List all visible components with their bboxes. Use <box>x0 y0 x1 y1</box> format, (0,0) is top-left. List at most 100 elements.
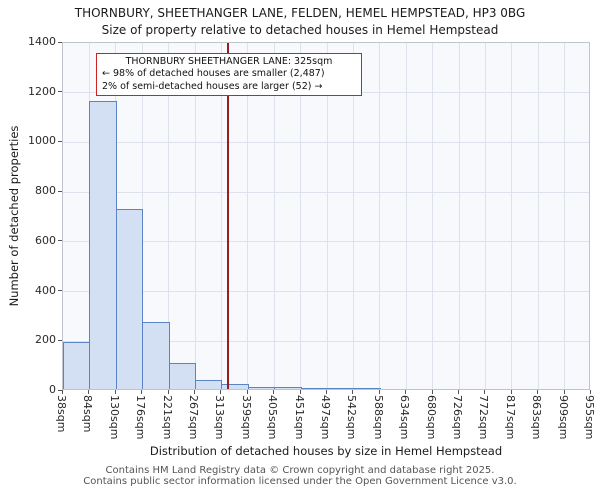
histogram-bar <box>300 387 328 389</box>
x-tick-mark <box>194 390 195 394</box>
x-tick-label: 38sqm <box>55 395 68 433</box>
x-tick-mark <box>62 390 63 394</box>
histogram-bar <box>274 387 302 389</box>
v-gridline <box>247 43 249 389</box>
x-tick-label: 405sqm <box>266 395 280 440</box>
v-gridline <box>379 43 381 389</box>
x-tick-mark <box>220 390 222 394</box>
y-tick-label: 0 <box>49 383 56 396</box>
x-tick-label: 84sqm <box>81 395 95 433</box>
y-tick-label: 1200 <box>28 84 56 98</box>
x-tick-label: 634sqm <box>398 395 412 440</box>
x-tick-mark <box>299 390 301 394</box>
histogram-bar <box>142 321 170 389</box>
v-gridline <box>168 43 170 389</box>
histogram-bar <box>327 387 355 389</box>
v-gridline <box>484 43 486 389</box>
x-tick-mark <box>273 390 275 394</box>
y-tick-label: 600 <box>35 233 56 247</box>
x-tick-mark <box>352 390 354 394</box>
bars-layer <box>63 43 589 389</box>
histogram-bar <box>63 341 91 389</box>
x-tick-label: 909sqm <box>556 395 570 440</box>
x-tick-label: 680sqm <box>424 395 438 440</box>
x-axis-label: Distribution of detached houses by size … <box>149 444 503 458</box>
x-tick-label: 588sqm <box>371 395 385 440</box>
x-tick-mark <box>378 390 380 394</box>
x-tick-mark <box>563 390 565 394</box>
v-gridline <box>220 43 222 389</box>
v-gridline <box>352 43 354 389</box>
h-gridline <box>63 241 589 243</box>
x-tick-label: 176sqm <box>134 395 148 440</box>
v-gridline <box>432 43 434 389</box>
x-tick-label: 359sqm <box>239 395 253 440</box>
histogram-bar <box>195 380 223 389</box>
y-tick-mark <box>58 339 62 341</box>
histogram-bar <box>221 384 249 389</box>
annotation-larger-stat: 2% of semi-detached houses are larger (5… <box>102 80 323 92</box>
footer-line-1: Contains HM Land Registry data © Crown c… <box>105 465 495 476</box>
chart-title: THORNBURY, SHEETHANGER LANE, FELDEN, HEM… <box>74 6 526 20</box>
x-tick-mark <box>141 390 143 394</box>
y-tick-label: 200 <box>35 333 56 347</box>
x-tick-label: 267sqm <box>187 395 200 440</box>
property-size-marker-line <box>227 43 230 389</box>
h-gridline <box>63 141 589 143</box>
h-gridline <box>63 340 589 342</box>
y-tick-label: 800 <box>35 184 56 198</box>
v-gridline <box>458 43 460 389</box>
x-tick-label: 817sqm <box>503 395 517 440</box>
x-tick-label: 313sqm <box>213 395 227 440</box>
y-tick-mark <box>58 91 62 93</box>
y-tick-label: 1000 <box>28 134 56 148</box>
y-tick-mark <box>58 190 62 192</box>
x-tick-label: 863sqm <box>530 395 544 440</box>
histogram-bar <box>115 208 144 389</box>
x-tick-mark <box>114 390 116 394</box>
histogram-bar <box>89 100 117 389</box>
h-gridline <box>63 291 589 293</box>
x-tick-mark <box>405 390 407 394</box>
histogram-bar <box>353 387 381 389</box>
annotation-title: THORNBURY SHEETHANGER LANE: 325sqm <box>125 56 333 67</box>
y-axis-label: Number of detached properties <box>7 125 21 307</box>
x-tick-label: 772sqm <box>477 395 491 440</box>
x-tick-label: 955sqm <box>583 395 596 440</box>
y-tick-mark <box>58 140 62 142</box>
v-gridline <box>405 43 407 389</box>
x-tick-label: 726sqm <box>451 395 464 440</box>
plot-area: THORNBURY SHEETHANGER LANE: 325sqm ← 98%… <box>62 42 590 390</box>
x-tick-label: 130sqm <box>107 395 121 440</box>
v-gridline <box>194 43 196 389</box>
histogram-bar <box>247 386 276 389</box>
v-gridline <box>273 43 275 389</box>
x-tick-mark <box>510 390 512 394</box>
x-tick-label: 221sqm <box>160 395 174 440</box>
x-tick-label: 497sqm <box>319 395 332 440</box>
y-tick-mark <box>58 240 62 242</box>
chart-subtitle: Size of property relative to detached ho… <box>101 23 499 37</box>
y-tick-label: 1400 <box>28 35 56 48</box>
v-gridline <box>564 43 566 389</box>
y-tick-mark <box>58 290 62 292</box>
y-tick-label: 400 <box>35 283 56 297</box>
x-tick-mark <box>88 390 90 394</box>
y-tick-mark <box>58 41 62 43</box>
h-gridline <box>63 191 589 193</box>
y-tick-mark <box>58 389 62 391</box>
x-tick-label: 542sqm <box>345 395 359 440</box>
x-tick-mark <box>167 390 169 394</box>
histogram-bar <box>168 362 196 389</box>
x-tick-mark <box>326 390 327 394</box>
v-gridline <box>511 43 513 389</box>
x-tick-label: 451sqm <box>292 395 306 440</box>
footer-line-2: Contains public sector information licen… <box>83 476 517 487</box>
annotation-box: THORNBURY SHEETHANGER LANE: 325sqm ← 98%… <box>96 53 362 97</box>
x-tick-mark <box>590 390 591 394</box>
v-gridline <box>326 43 328 389</box>
v-gridline <box>537 43 539 389</box>
x-tick-mark <box>484 390 486 394</box>
x-tick-mark <box>246 390 248 394</box>
